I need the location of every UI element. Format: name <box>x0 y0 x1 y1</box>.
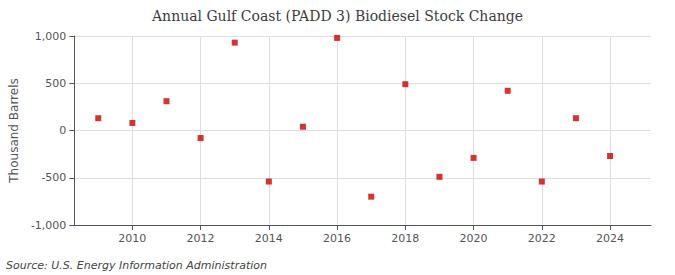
svg-text:2024: 2024 <box>596 232 624 245</box>
svg-text:Annual Gulf Coast (PADD 3) Bio: Annual Gulf Coast (PADD 3) Biodiesel Sto… <box>151 8 523 24</box>
svg-text:Thousand Barrels: Thousand Barrels <box>7 78 21 183</box>
svg-text:-1,000: -1,000 <box>31 219 66 232</box>
svg-text:0: 0 <box>59 124 66 137</box>
svg-text:2012: 2012 <box>187 232 215 245</box>
svg-text:2022: 2022 <box>528 232 556 245</box>
svg-text:-500: -500 <box>41 171 66 184</box>
svg-text:2020: 2020 <box>460 232 488 245</box>
svg-text:2014: 2014 <box>255 232 283 245</box>
svg-text:2010: 2010 <box>118 232 146 245</box>
svg-text:2016: 2016 <box>323 232 351 245</box>
svg-text:2018: 2018 <box>391 232 419 245</box>
svg-text:Source: U.S. Energy Informatio: Source: U.S. Energy Information Administ… <box>6 259 267 272</box>
svg-text:500: 500 <box>45 77 66 90</box>
svg-text:1,000: 1,000 <box>35 30 67 43</box>
